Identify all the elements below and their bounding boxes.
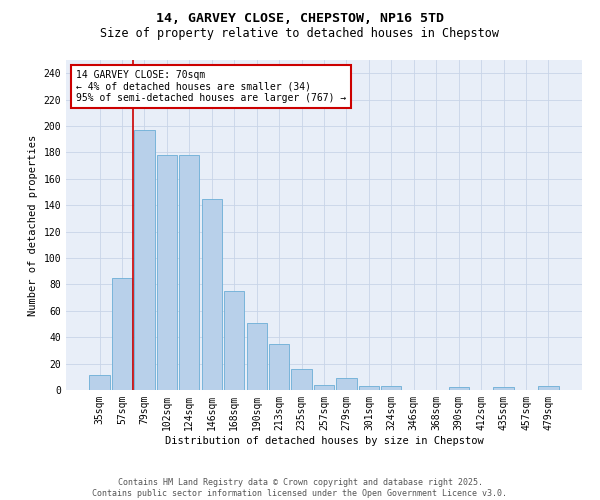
Y-axis label: Number of detached properties: Number of detached properties (28, 134, 38, 316)
Text: Contains HM Land Registry data © Crown copyright and database right 2025.
Contai: Contains HM Land Registry data © Crown c… (92, 478, 508, 498)
Bar (314, 384, 334, 390)
Bar (112, 278, 132, 390)
Bar (381, 386, 401, 390)
Bar (449, 388, 469, 390)
Text: 14 GARVEY CLOSE: 70sqm
← 4% of detached houses are smaller (34)
95% of semi-deta: 14 GARVEY CLOSE: 70sqm ← 4% of detached … (76, 70, 347, 103)
Bar (202, 198, 222, 390)
X-axis label: Distribution of detached houses by size in Chepstow: Distribution of detached houses by size … (164, 436, 484, 446)
Bar (179, 155, 199, 390)
Text: Size of property relative to detached houses in Chepstow: Size of property relative to detached ho… (101, 28, 499, 40)
Bar (247, 322, 267, 390)
Bar (269, 344, 289, 390)
Bar (292, 369, 311, 390)
Bar (157, 155, 177, 390)
Bar (538, 386, 559, 390)
Bar (224, 291, 244, 390)
Bar (359, 386, 379, 390)
Text: 14, GARVEY CLOSE, CHEPSTOW, NP16 5TD: 14, GARVEY CLOSE, CHEPSTOW, NP16 5TD (156, 12, 444, 26)
Bar (134, 130, 155, 390)
Bar (493, 388, 514, 390)
Bar (337, 378, 356, 390)
Bar (89, 376, 110, 390)
